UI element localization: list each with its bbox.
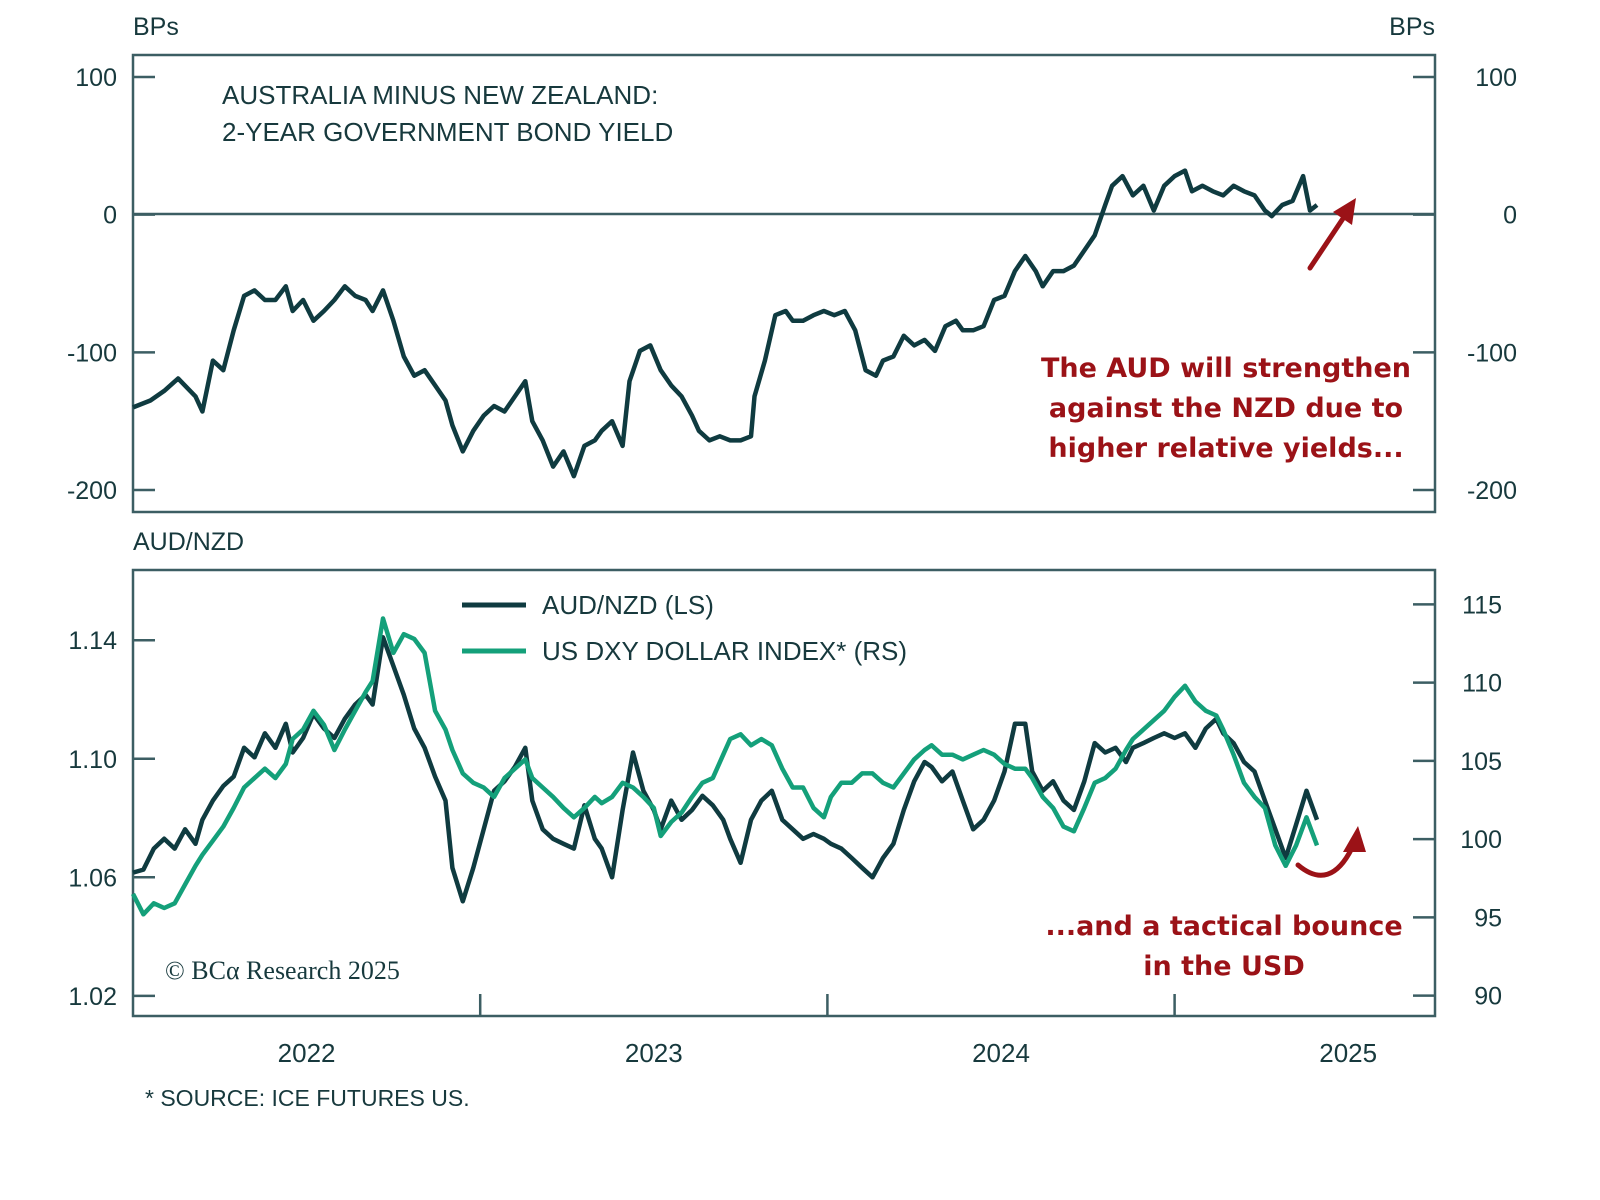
curved-up-arrow-icon <box>1295 826 1366 878</box>
footnote: * SOURCE: ICE FUTURES US. <box>145 1085 470 1111</box>
up-right-arrow-icon <box>1307 198 1356 271</box>
bottom-left-y-axis: 1.14 1.10 1.06 1.02 <box>68 627 155 1011</box>
bottom-panel: AUD/NZD 1.14 1.10 1.06 1.02 115 110 105 100 95 9… <box>68 528 1502 1068</box>
series-line-dxy <box>130 616 1320 917</box>
top-right-y-tick-label: 100 <box>1475 64 1517 92</box>
top-plot-frame <box>131 53 1437 514</box>
legend-item-audnzd: AUD/NZD (LS) <box>462 590 714 620</box>
top-right-unit-label: BPs <box>1389 13 1435 41</box>
series-line-yield-spread <box>132 168 1319 479</box>
bottom-right-y-tick-label: 110 <box>1462 670 1502 698</box>
bottom-right-y-tick-label: 105 <box>1460 748 1502 776</box>
bottom-right-y-tick-label: 100 <box>1460 826 1502 854</box>
bottom-right-y-tick-label: 95 <box>1474 904 1502 932</box>
x-axis-tick-label: 2024 <box>972 1038 1030 1068</box>
bottom-left-y-tick-label: 1.14 <box>68 627 117 655</box>
bottom-left-y-tick-label: 1.06 <box>68 864 117 892</box>
legend-label-audnzd: AUD/NZD (LS) <box>542 590 714 620</box>
top-left-y-tick-label: 0 <box>103 202 117 230</box>
bottom-left-y-tick-label: 1.10 <box>68 746 117 774</box>
bottom-right-y-tick-label: 115 <box>1462 591 1502 619</box>
series-line-audnzd <box>132 635 1320 904</box>
legend: AUD/NZD (LS) US DXY DOLLAR INDEX* (RS) <box>462 590 907 666</box>
bottom-right-y-axis: 115 110 105 100 95 90 <box>1413 591 1502 1011</box>
copyright-text: © BCα Research 2025 <box>165 956 400 985</box>
top-title-line-2: 2-YEAR GOVERNMENT BOND YIELD <box>222 117 673 147</box>
bottom-left-y-tick-label: 1.02 <box>68 983 117 1011</box>
top-panel: BPs BPs 100 100 0 0 -100 -100 -200 -200 AUSTRAL… <box>67 13 1517 514</box>
top-title-line-1: AUSTRALIA MINUS NEW ZEALAND: <box>222 80 658 110</box>
x-axis-tick-label: 2025 <box>1319 1038 1377 1068</box>
top-left-y-tick-label: -200 <box>67 477 117 505</box>
top-left-y-tick-label: 100 <box>75 64 117 92</box>
top-right-y-tick-label: -200 <box>1467 477 1517 505</box>
top-annotation-line-3: higher relative yields... <box>1048 433 1403 464</box>
top-right-y-tick-label: 0 <box>1503 202 1517 230</box>
top-annotation-line-1: The AUD will strengthen <box>1041 353 1411 384</box>
top-left-y-tick-label: -100 <box>67 339 117 367</box>
x-axis-tick-label: 2023 <box>625 1038 683 1068</box>
bottom-annotation-line-1: ...and a tactical bounce <box>1045 911 1402 942</box>
x-axis-tick-label: 2022 <box>278 1038 336 1068</box>
bottom-series-group <box>130 616 1320 917</box>
legend-label-dxy: US DXY DOLLAR INDEX* (RS) <box>542 636 907 666</box>
top-right-y-tick-label: -100 <box>1467 339 1517 367</box>
legend-item-dxy: US DXY DOLLAR INDEX* (RS) <box>462 636 907 666</box>
bottom-plot-frame <box>131 568 1437 1018</box>
x-axis: 2022 2023 2024 2025 <box>278 994 1377 1068</box>
bottom-right-y-tick-label: 90 <box>1474 983 1502 1011</box>
top-y-axis: 100 100 0 0 -100 -100 -200 -200 <box>67 64 1517 505</box>
top-series-group <box>132 168 1319 479</box>
top-left-unit-label: BPs <box>133 13 179 41</box>
bottom-left-unit-label: AUD/NZD <box>133 528 244 556</box>
bottom-annotation-line-2: in the USD <box>1143 951 1305 982</box>
top-annotation-line-2: against the NZD due to <box>1049 393 1403 424</box>
